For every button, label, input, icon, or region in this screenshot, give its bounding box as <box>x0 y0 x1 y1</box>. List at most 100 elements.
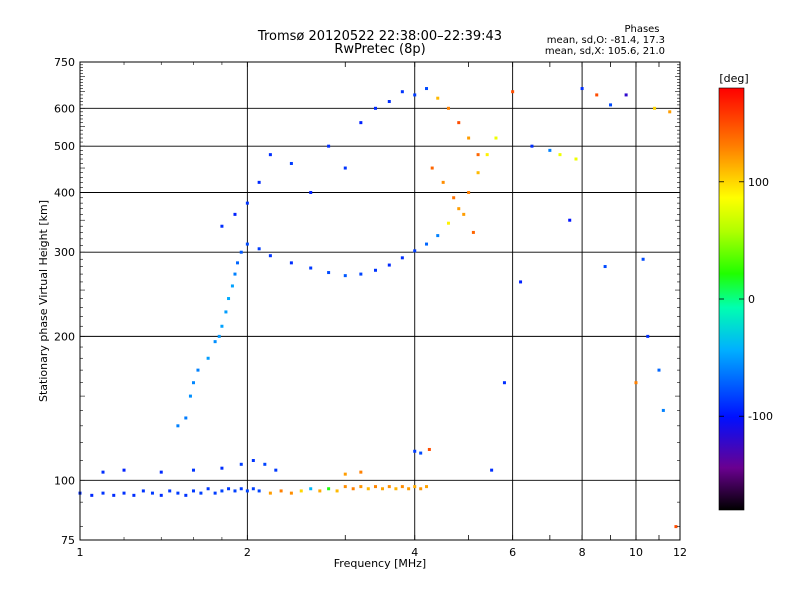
data-point <box>233 212 237 216</box>
data-point <box>419 487 423 491</box>
data-point <box>257 489 261 493</box>
data-point <box>268 254 272 258</box>
data-point <box>289 261 293 265</box>
grid-lines <box>80 62 680 540</box>
x-tick-label: 8 <box>579 546 586 559</box>
data-point <box>400 256 404 260</box>
data-point <box>485 153 489 157</box>
chart-title: Tromsø 20120522 22:38:00–22:39:43 <box>257 29 502 44</box>
data-point <box>457 121 461 125</box>
data-point <box>184 493 188 497</box>
data-point <box>476 153 480 157</box>
data-point <box>257 180 261 184</box>
data-point <box>90 493 94 497</box>
data-point <box>309 487 313 491</box>
data-point <box>318 489 322 493</box>
y-tick-label: 600 <box>54 102 75 115</box>
data-point <box>220 324 224 328</box>
data-point <box>359 470 363 474</box>
data-point <box>595 93 599 97</box>
data-point <box>436 96 440 100</box>
data-point <box>400 90 404 94</box>
data-point <box>668 110 672 114</box>
data-point <box>580 87 584 91</box>
data-point <box>400 485 404 489</box>
data-point <box>641 257 645 261</box>
data-point <box>150 491 154 495</box>
data-point <box>568 218 572 222</box>
data-point <box>407 487 411 491</box>
data-point <box>419 451 423 455</box>
data-point <box>122 491 126 495</box>
data-point <box>413 449 417 453</box>
data-point <box>191 381 195 385</box>
data-point <box>199 491 203 495</box>
data-point <box>251 458 255 462</box>
x-axis-ticks: 1 2 4 6 8 10 12 <box>77 62 687 559</box>
data-point <box>245 489 249 493</box>
y-tick-label: 500 <box>54 140 75 153</box>
data-point <box>268 153 272 157</box>
data-point <box>413 93 417 97</box>
data-point <box>327 144 331 148</box>
colorbar-tick-label: -100 <box>748 410 773 423</box>
data-point <box>653 106 657 110</box>
data-point <box>359 121 363 125</box>
data-point <box>309 266 313 270</box>
data-point <box>239 487 243 491</box>
data-point <box>233 272 237 276</box>
data-point <box>213 491 217 495</box>
data-point <box>239 250 243 254</box>
y-tick-label: 75 <box>61 534 75 547</box>
data-point <box>471 230 475 234</box>
data-point <box>502 381 506 385</box>
data-point <box>441 180 445 184</box>
data-point <box>233 489 237 493</box>
data-point <box>274 468 278 472</box>
data-point <box>430 166 434 170</box>
data-point <box>467 190 471 194</box>
data-point <box>425 87 429 91</box>
data-point <box>380 487 384 491</box>
data-point <box>289 491 293 495</box>
data-point <box>176 491 180 495</box>
phases-heading: Phases <box>624 24 659 35</box>
data-point <box>359 272 363 276</box>
x-tick-label: 10 <box>629 546 643 559</box>
data-point <box>213 340 217 344</box>
data-point <box>387 100 391 104</box>
data-point <box>279 489 283 493</box>
data-point <box>230 284 234 288</box>
colorbar-ticks: 100 0 -100 <box>719 176 773 423</box>
x-tick-label: 6 <box>509 546 516 559</box>
data-point <box>674 525 678 529</box>
data-point <box>530 144 534 148</box>
data-point <box>657 368 661 372</box>
data-point <box>343 274 347 278</box>
data-point <box>289 161 293 165</box>
data-point <box>359 485 363 489</box>
data-point <box>494 136 498 140</box>
data-point <box>343 472 347 476</box>
data-point <box>191 468 195 472</box>
data-point <box>188 394 192 398</box>
data-point <box>245 201 249 205</box>
y-tick-label: 300 <box>54 246 75 259</box>
y-tick-label: 200 <box>54 330 75 343</box>
data-point <box>220 466 224 470</box>
colorbar-tick-label: 100 <box>748 176 769 189</box>
data-point <box>101 470 105 474</box>
data-point <box>425 242 429 246</box>
data-point <box>624 93 628 97</box>
data-point <box>224 310 228 314</box>
data-point <box>191 489 195 493</box>
data-point <box>413 485 417 489</box>
data-point <box>239 462 243 466</box>
data-point <box>343 485 347 489</box>
data-point <box>558 153 562 157</box>
data-point <box>227 487 231 491</box>
y-tick-label: 100 <box>54 474 75 487</box>
x-tick-label: 4 <box>411 546 418 559</box>
y-axis-ticks: 75 100 200 300 400 500 600 750 <box>54 56 680 547</box>
